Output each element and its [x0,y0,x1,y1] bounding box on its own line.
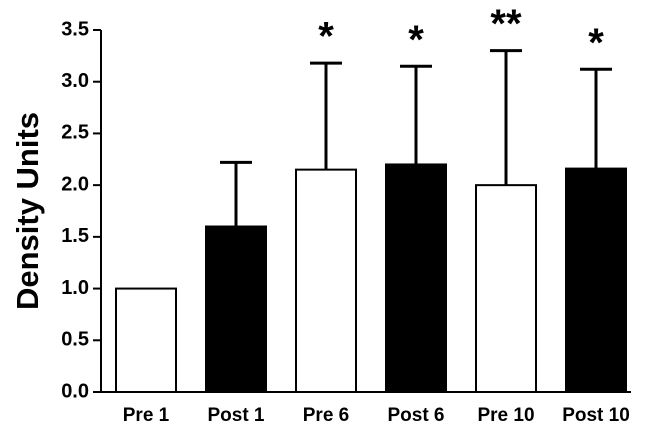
y-tick-label: 0.5 [61,329,89,351]
significance-label: ** [490,2,522,46]
y-tick-label: 2.5 [61,122,89,144]
x-tick-label: Pre 1 [123,405,170,426]
x-tick-label: Pre 6 [303,405,349,426]
y-tick-label: 1.0 [61,277,89,299]
y-tick-label: 3.5 [61,18,89,40]
bar [475,184,537,393]
y-axis-label: Density Units [10,112,45,310]
x-tick-label: Post 10 [562,405,630,426]
bar [205,225,267,393]
y-tick-label: 2.0 [61,173,89,195]
y-tick-label: 0.0 [61,380,89,402]
y-tick-label: 3.0 [61,70,89,92]
bar [115,287,177,394]
bar [565,167,627,393]
x-tick-label: Pre 10 [477,405,534,426]
bar [385,163,447,393]
significance-label: * [588,21,604,65]
x-tick-label: Post 6 [387,405,444,426]
significance-label: * [318,15,334,59]
y-tick-label: 1.5 [61,225,89,247]
x-tick-label: Post 1 [207,405,264,426]
bar [295,168,357,393]
significance-label: * [408,18,424,62]
